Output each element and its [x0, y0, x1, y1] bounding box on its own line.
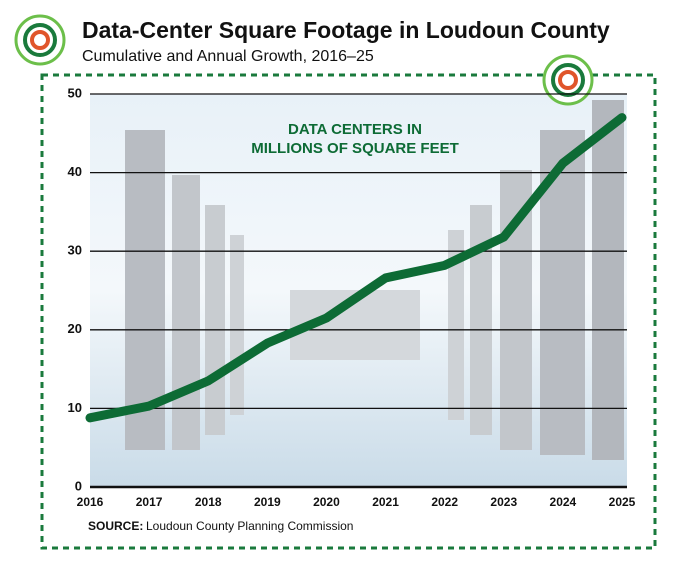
annotation: DATA CENTERS IN [288, 121, 422, 138]
y-tick-label: 10 [68, 400, 82, 415]
x-tick-label: 2019 [254, 495, 281, 509]
data-line [85, 113, 627, 423]
x-tick-label: 2023 [490, 495, 517, 509]
source-label: SOURCE: [88, 519, 143, 533]
y-tick-label: 50 [68, 85, 82, 100]
y-tick-label: 30 [68, 243, 82, 258]
x-tick-label: 2021 [372, 495, 399, 509]
y-tick-label: 0 [75, 478, 82, 493]
chart-title: Data-Center Square Footage in Loudoun Co… [82, 17, 610, 43]
frame [40, 73, 657, 550]
y-tick-label: 40 [68, 164, 82, 179]
x-tick-label: 2025 [609, 495, 636, 509]
x-tick-label: 2018 [195, 495, 222, 509]
y-tick-label: 20 [68, 321, 82, 336]
chart-subtitle: Cumulative and Annual Growth, 2016–25 [82, 48, 374, 65]
x-tick-label: 2020 [313, 495, 340, 509]
logo [14, 14, 594, 106]
x-tick-label: 2017 [136, 495, 163, 509]
x-tick-label: 2024 [550, 495, 577, 509]
annotation: MILLIONS OF SQUARE FEET [251, 140, 459, 157]
source: Loudoun County Planning Commission [146, 519, 353, 533]
x-tick-label: 2016 [77, 495, 104, 509]
x-tick-label: 2022 [431, 495, 458, 509]
